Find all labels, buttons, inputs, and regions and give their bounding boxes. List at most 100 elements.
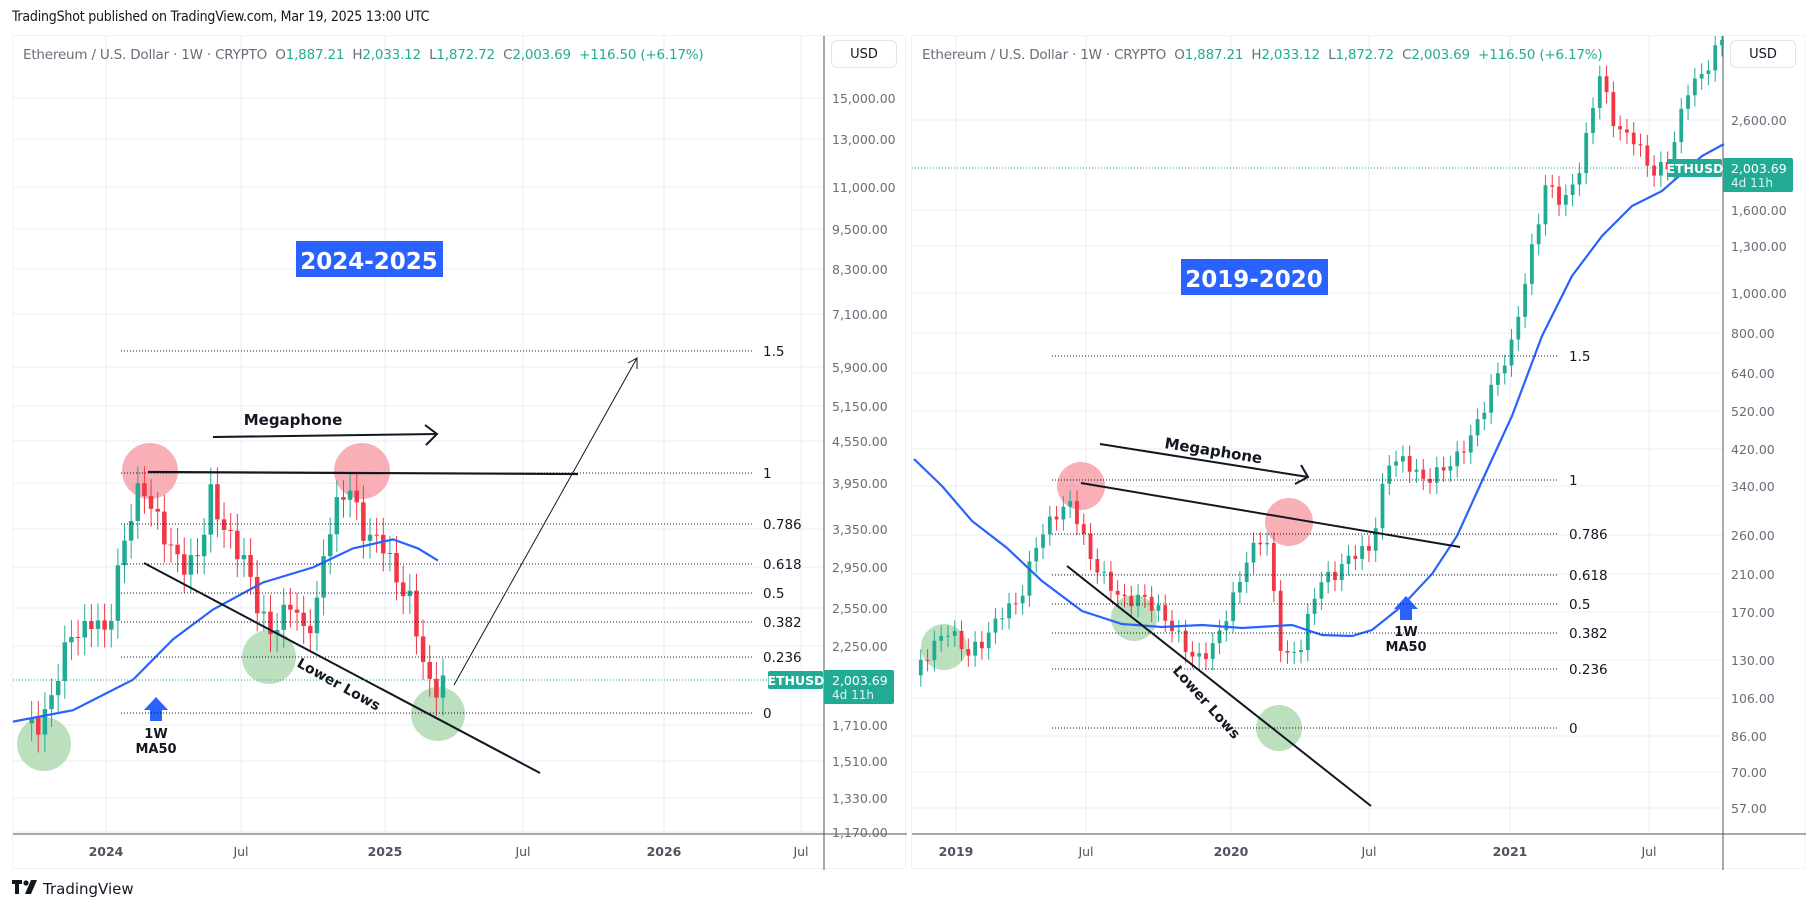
megaphone-label: Megaphone bbox=[244, 411, 343, 429]
candle-body bbox=[1400, 456, 1405, 462]
tradingview-brand-text: TradingView bbox=[43, 880, 134, 898]
last-price-tag bbox=[824, 670, 894, 704]
candle-body bbox=[1013, 603, 1018, 605]
candle-body bbox=[1475, 419, 1480, 436]
candle-body bbox=[1414, 469, 1419, 472]
candle-body bbox=[420, 636, 426, 662]
candle-body bbox=[1339, 564, 1344, 581]
price-tick-label: 800.00 bbox=[1731, 326, 1775, 341]
candle-body bbox=[1000, 618, 1005, 620]
candle-body bbox=[1713, 45, 1718, 71]
candle-body bbox=[932, 640, 937, 661]
candle-body bbox=[42, 709, 48, 735]
symbol-title: Ethereum / U.S. Dollar · 1W · CRYPTO bbox=[23, 47, 268, 63]
candle-body bbox=[82, 620, 87, 638]
candle-body bbox=[1251, 542, 1256, 563]
candle-body bbox=[122, 540, 127, 566]
chart-canvas-left[interactable]: 15,000.00 13,000.00 11,000.00 9,500.00 8,300… bbox=[13, 36, 907, 870]
price-tick-label: 2,250.00 bbox=[832, 639, 888, 654]
period-label: 2024-2025 bbox=[300, 249, 438, 275]
candle-body bbox=[1312, 598, 1317, 614]
candle-body bbox=[1448, 466, 1453, 471]
price-tick-label: 260.00 bbox=[1731, 528, 1775, 543]
candle-body bbox=[1468, 435, 1473, 453]
price-tick-label: 2,550.00 bbox=[832, 601, 888, 616]
candle-body bbox=[400, 582, 406, 597]
candle-body bbox=[1618, 126, 1623, 130]
candle-body bbox=[347, 490, 353, 500]
candle-body bbox=[1679, 108, 1684, 143]
bar-countdown: 4d 11h bbox=[832, 688, 874, 702]
candle-body bbox=[1278, 590, 1283, 651]
candle-body bbox=[69, 636, 74, 643]
candle-body bbox=[434, 678, 439, 698]
candle-body bbox=[1407, 456, 1412, 472]
candle-body bbox=[1299, 650, 1303, 653]
price-tick-label: 9,500.00 bbox=[832, 222, 888, 237]
candle-body bbox=[1496, 373, 1500, 385]
arrow-head-icon bbox=[627, 357, 638, 369]
candle-body bbox=[361, 502, 366, 541]
price-tick-label: 4,550.00 bbox=[832, 434, 888, 449]
projection-arrow bbox=[453, 357, 638, 686]
candle-body bbox=[1421, 469, 1426, 479]
open-value: 1,887.21 bbox=[285, 47, 345, 63]
chart-panel-left[interactable]: Ethereum / U.S. Dollar · 1W · CRYPTO O1,… bbox=[12, 35, 907, 870]
candle-body bbox=[49, 695, 54, 710]
arrow-head-icon bbox=[424, 424, 439, 446]
candle-body bbox=[1102, 571, 1107, 573]
chart-canvas-right[interactable]: 2,600.00 1,600.00 1,300.00 1,000.00 800.00 64… bbox=[912, 36, 1806, 870]
candle-body bbox=[1231, 592, 1236, 622]
candle-body bbox=[341, 497, 346, 500]
candle-body bbox=[1258, 542, 1263, 545]
low-value: 1,872.72 bbox=[1335, 47, 1394, 63]
time-tick-label: 2024 bbox=[89, 844, 124, 859]
candle-body bbox=[1380, 483, 1385, 529]
candle-body bbox=[1061, 506, 1066, 520]
candle-body bbox=[1027, 561, 1032, 596]
tradingview-brand[interactable]: TradingView bbox=[12, 880, 134, 898]
symbol-legend: Ethereum / U.S. Dollar · 1W · CRYPTO O1,… bbox=[922, 47, 1603, 63]
candle-body bbox=[1462, 451, 1466, 453]
candle-body bbox=[1536, 224, 1541, 245]
time-tick-label: Jul bbox=[1360, 844, 1376, 859]
candle-body bbox=[89, 620, 94, 630]
candle-body bbox=[1387, 465, 1392, 484]
time-tick-label: 2019 bbox=[939, 844, 974, 859]
candle-body bbox=[1434, 467, 1439, 483]
arrow-up-icon bbox=[144, 697, 168, 721]
fib-level-label: 0 bbox=[1569, 721, 1578, 737]
candle-body bbox=[1367, 545, 1371, 551]
candle-body bbox=[1265, 543, 1269, 545]
candle-body bbox=[95, 620, 101, 630]
fib-level-label: 0.236 bbox=[1569, 662, 1608, 678]
candle-body bbox=[1034, 547, 1039, 562]
chart-panel-right[interactable]: Ethereum / U.S. Dollar · 1W · CRYPTO O1,… bbox=[911, 35, 1806, 870]
candle-body bbox=[1489, 384, 1494, 413]
candle-body bbox=[334, 497, 340, 535]
candle-body bbox=[188, 555, 194, 575]
price-tick-label: 86.00 bbox=[1731, 729, 1767, 744]
currency-button[interactable]: USD bbox=[831, 40, 897, 68]
candle-body bbox=[294, 609, 300, 613]
high-value: 2,033.12 bbox=[1261, 47, 1320, 63]
fib-level-label: 0.618 bbox=[1569, 568, 1608, 584]
price-tick-label: 70.00 bbox=[1731, 765, 1767, 780]
period-label-box bbox=[1181, 259, 1328, 295]
candle-body bbox=[1699, 73, 1704, 79]
currency-button[interactable]: USD bbox=[1730, 40, 1796, 68]
fib-level-label: 0.382 bbox=[1569, 626, 1608, 642]
candle-body bbox=[1305, 613, 1310, 651]
candle-body bbox=[1115, 590, 1120, 595]
candle-body bbox=[973, 641, 978, 656]
candle-body bbox=[1142, 594, 1147, 597]
price-tick-label: 170.00 bbox=[1731, 605, 1775, 620]
price-tick-label: 1,300.00 bbox=[1731, 239, 1787, 254]
candle-body bbox=[281, 604, 287, 630]
candle-body bbox=[381, 534, 386, 554]
candle-body bbox=[1068, 501, 1073, 507]
fib-level-label: 0.786 bbox=[1569, 527, 1608, 543]
candle-body bbox=[1597, 76, 1602, 108]
candle-body bbox=[1373, 528, 1378, 551]
symbol-tag bbox=[1667, 159, 1722, 177]
